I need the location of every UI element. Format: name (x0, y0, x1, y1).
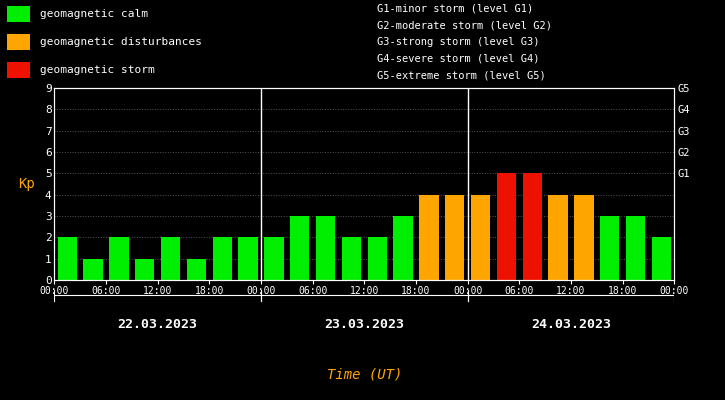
Bar (83, 259, 103, 280)
Bar (626, 216, 645, 280)
Bar (341, 237, 361, 280)
Bar (57, 237, 77, 280)
Bar (135, 259, 154, 280)
Bar (109, 237, 128, 280)
Text: 24.03.2023: 24.03.2023 (531, 318, 611, 332)
Text: G2-moderate storm (level G2): G2-moderate storm (level G2) (377, 20, 552, 30)
Bar (497, 173, 516, 280)
Text: Kp: Kp (18, 177, 35, 191)
Bar (394, 216, 413, 280)
FancyBboxPatch shape (7, 6, 30, 22)
Bar (212, 237, 232, 280)
Text: G4-severe storm (level G4): G4-severe storm (level G4) (377, 54, 539, 64)
Bar (574, 195, 594, 280)
Bar (316, 216, 335, 280)
Bar (523, 173, 542, 280)
Text: G3-strong storm (level G3): G3-strong storm (level G3) (377, 37, 539, 47)
Bar (548, 195, 568, 280)
Bar (600, 216, 619, 280)
Text: geomagnetic disturbances: geomagnetic disturbances (40, 37, 202, 47)
Bar (445, 195, 465, 280)
Text: Time (UT): Time (UT) (327, 367, 402, 381)
Text: 23.03.2023: 23.03.2023 (324, 318, 405, 332)
Bar (264, 237, 283, 280)
Text: 22.03.2023: 22.03.2023 (117, 318, 198, 332)
Text: geomagnetic storm: geomagnetic storm (40, 65, 154, 75)
Text: G5-extreme storm (level G5): G5-extreme storm (level G5) (377, 70, 546, 81)
Bar (471, 195, 490, 280)
FancyBboxPatch shape (7, 34, 30, 50)
Bar (239, 237, 258, 280)
Bar (419, 195, 439, 280)
Bar (368, 237, 387, 280)
Bar (187, 259, 206, 280)
Bar (290, 216, 310, 280)
FancyBboxPatch shape (7, 62, 30, 78)
Bar (161, 237, 181, 280)
Text: geomagnetic calm: geomagnetic calm (40, 9, 148, 19)
Text: G1-minor storm (level G1): G1-minor storm (level G1) (377, 3, 534, 13)
Bar (652, 237, 671, 280)
